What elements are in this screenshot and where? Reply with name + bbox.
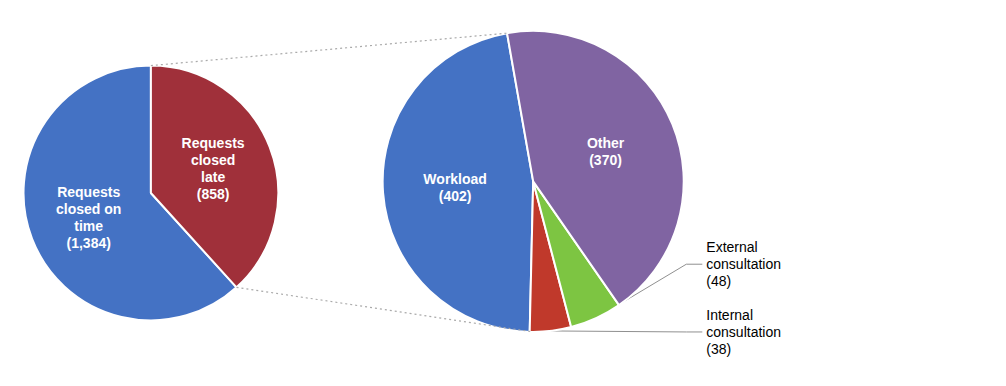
svg-text:(38): (38): [706, 341, 731, 357]
svg-text:closed on: closed on: [56, 201, 121, 217]
svg-text:consultation: consultation: [706, 256, 781, 272]
svg-text:late: late: [201, 169, 225, 185]
svg-text:Requests: Requests: [182, 135, 245, 151]
svg-text:External: External: [706, 239, 757, 255]
svg-text:Workload: Workload: [423, 171, 487, 187]
svg-text:Requests: Requests: [57, 184, 120, 200]
svg-text:consultation: consultation: [706, 324, 781, 340]
svg-text:time: time: [74, 218, 103, 234]
svg-text:closed: closed: [191, 152, 235, 168]
svg-text:(370): (370): [589, 152, 622, 168]
svg-text:Internal: Internal: [706, 307, 753, 323]
svg-text:(858): (858): [197, 186, 230, 202]
svg-text:Other: Other: [587, 135, 625, 151]
svg-text:(1,384): (1,384): [67, 235, 111, 251]
svg-text:(48): (48): [706, 273, 731, 289]
svg-text:(402): (402): [439, 188, 472, 204]
